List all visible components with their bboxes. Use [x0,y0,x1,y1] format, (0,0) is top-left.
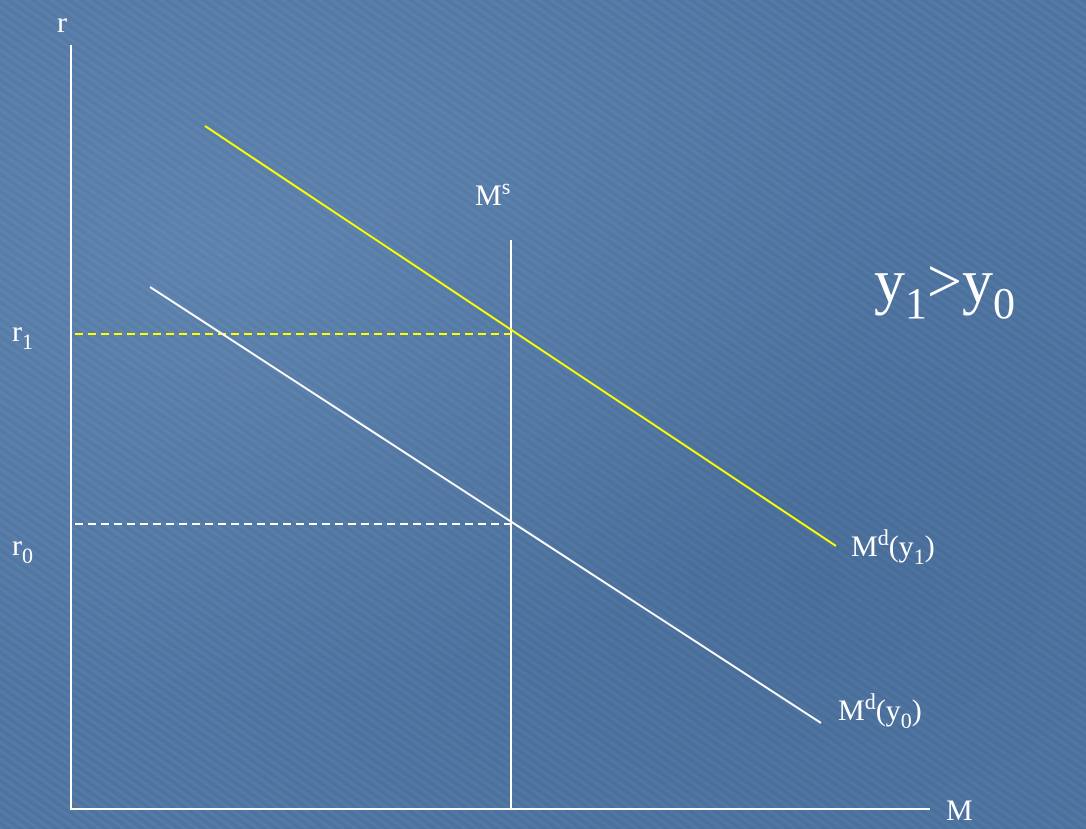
x-axis-label: M [946,794,973,827]
r0-label: r0 [12,529,33,568]
income-condition: y1>y0 [874,248,1015,328]
demand-y0-label: Md(y0) [838,689,922,733]
demand-y1-label: Md(y1) [851,525,935,569]
demand-curve-y0 [149,286,822,724]
demand-curve-y1 [204,125,837,547]
r1-label: r1 [12,315,33,354]
money-supply-label: Ms [475,174,510,212]
y-axis-label: r [57,6,67,39]
